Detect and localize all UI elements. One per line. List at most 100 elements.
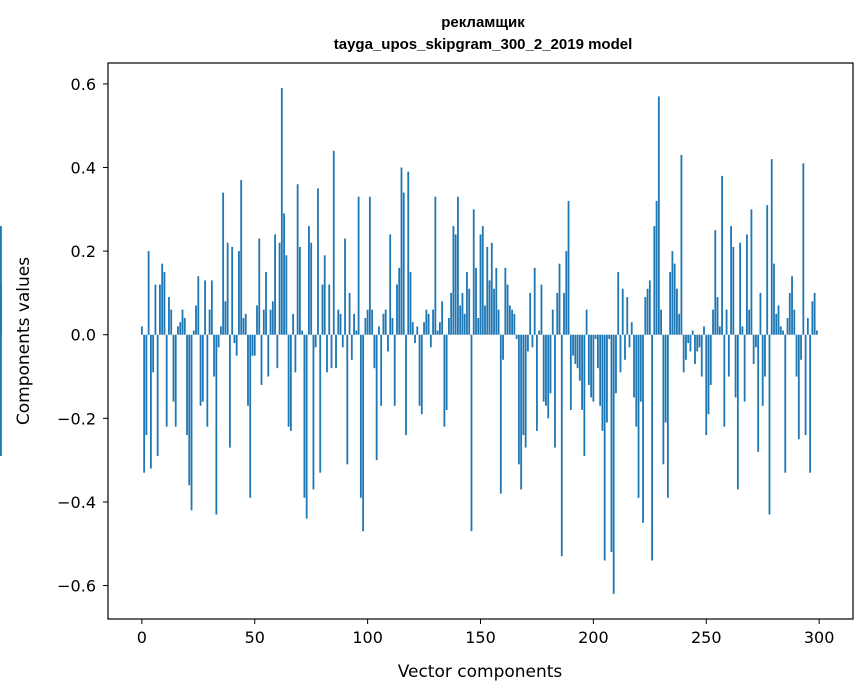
bar [222, 192, 225, 335]
bar [188, 334, 191, 486]
bar [590, 334, 593, 398]
bar [391, 318, 394, 335]
bar [513, 313, 516, 335]
bar [815, 330, 818, 335]
bar [186, 334, 188, 436]
bar [811, 301, 814, 335]
bar [739, 242, 742, 335]
bar [612, 334, 615, 594]
bar [269, 309, 272, 335]
bar [599, 334, 602, 406]
bar [393, 334, 396, 406]
bar [441, 301, 444, 335]
bar [569, 334, 572, 410]
bar [226, 242, 229, 335]
bar [362, 334, 365, 532]
bar [520, 334, 523, 490]
bar [486, 246, 489, 335]
y-tick-label: 0.2 [71, 242, 96, 261]
bar [461, 292, 464, 335]
bar [206, 334, 209, 427]
bar [700, 334, 703, 377]
bar [276, 334, 279, 369]
bar [0, 334, 2, 456]
y-tick-label: 0.0 [71, 326, 96, 345]
bar [450, 292, 453, 335]
bar [671, 251, 674, 335]
bar [587, 334, 590, 385]
bar [639, 334, 642, 402]
bar [630, 322, 633, 335]
bar [676, 288, 678, 335]
bar [725, 309, 728, 335]
bar [314, 334, 317, 348]
bar [409, 272, 412, 335]
bar [149, 334, 152, 469]
bar [289, 334, 292, 431]
x-tick-label: 0 [137, 628, 147, 647]
bar [490, 242, 493, 335]
bar [529, 292, 532, 335]
bar [321, 284, 324, 335]
bar [305, 334, 308, 519]
bar [511, 309, 514, 335]
bar [140, 326, 143, 335]
bar [545, 334, 547, 406]
bar [199, 334, 202, 406]
bar [779, 326, 782, 335]
bar [258, 238, 261, 335]
bar [761, 334, 764, 406]
bar [795, 334, 798, 377]
bar [536, 334, 538, 431]
bar [411, 322, 414, 335]
bar [793, 309, 796, 335]
x-tick-label: 100 [352, 628, 383, 647]
bar [764, 334, 766, 377]
bar [344, 238, 346, 335]
bar [653, 226, 656, 335]
y-tick-label: 0.4 [71, 159, 96, 178]
bar [479, 234, 482, 335]
bar [784, 334, 787, 473]
bar [312, 334, 315, 490]
bar [204, 280, 206, 335]
bar [563, 292, 565, 335]
bar [445, 334, 448, 410]
bar [368, 196, 371, 335]
bar [517, 334, 520, 465]
bar [341, 334, 344, 348]
bar [253, 334, 256, 356]
bar [235, 334, 238, 356]
bar [802, 163, 805, 335]
y-tick-label: −0.4 [57, 493, 96, 512]
bar [285, 255, 288, 335]
bar [687, 334, 690, 344]
bar [813, 292, 816, 335]
bar [407, 171, 410, 335]
bar [655, 200, 658, 335]
bar [165, 334, 168, 427]
bar [664, 334, 667, 423]
bar [380, 334, 383, 406]
bar [405, 334, 407, 436]
bar [477, 318, 480, 335]
bar [745, 234, 748, 335]
bar [159, 284, 161, 335]
bar [646, 288, 649, 335]
bar [353, 313, 355, 335]
bar [712, 309, 714, 335]
bar [170, 309, 173, 335]
bar [357, 196, 360, 335]
bar [152, 334, 155, 373]
bar [736, 334, 739, 490]
bar [466, 272, 468, 335]
bar [806, 318, 809, 335]
bar [414, 334, 416, 344]
bar [429, 334, 432, 348]
bar [438, 322, 441, 335]
bar [233, 334, 236, 344]
bar [621, 288, 624, 335]
bar [371, 309, 374, 335]
bar [154, 284, 157, 335]
bar [328, 284, 331, 335]
